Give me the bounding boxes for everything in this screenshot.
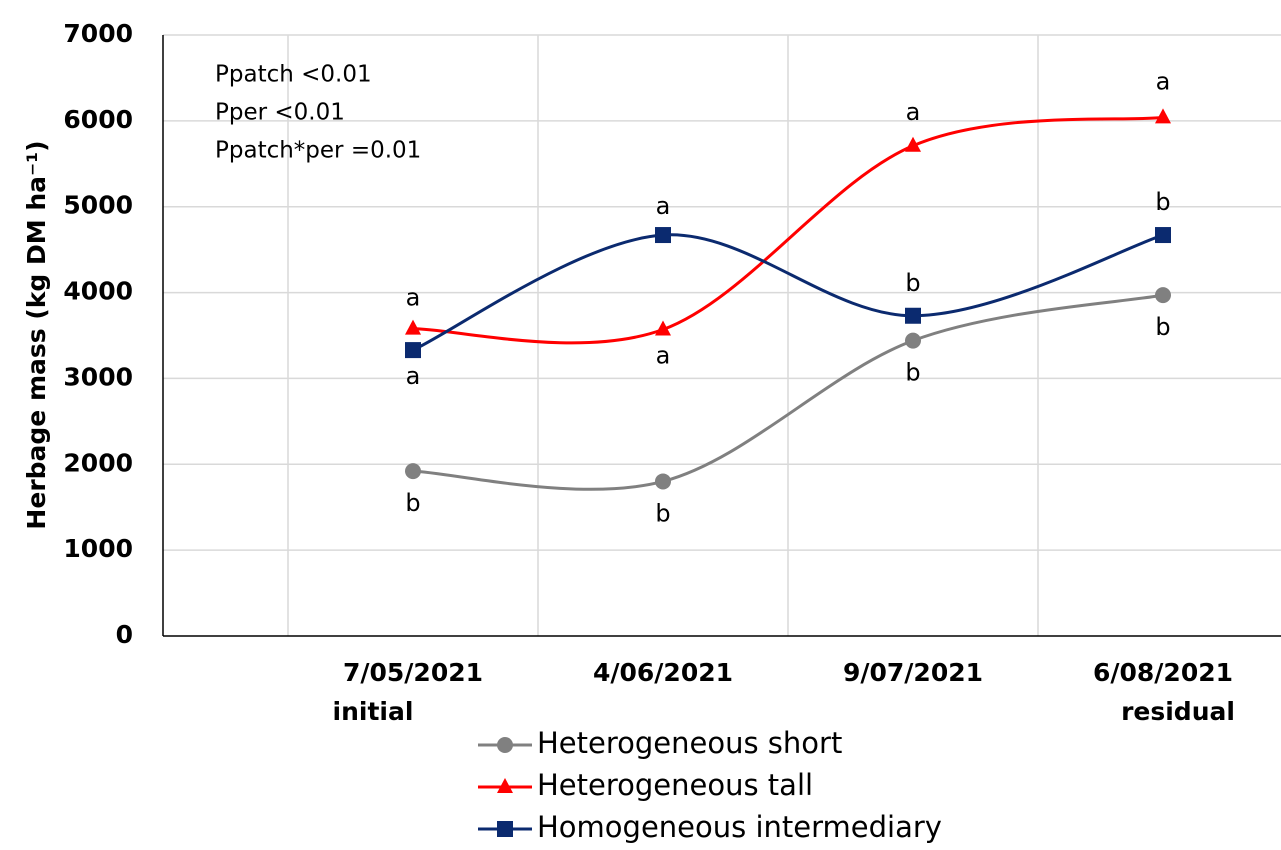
significance-letter: a (656, 341, 671, 369)
y-tick-label: 3000 (63, 362, 133, 391)
marker (405, 463, 421, 480)
significance-letter: b (405, 489, 420, 517)
series-line (412, 115, 1164, 345)
marker (497, 821, 513, 837)
marker (1155, 108, 1171, 124)
significance-letter: a (656, 192, 671, 220)
legend-label: Homogeneous intermediary (537, 810, 942, 844)
y-axis-label: Herbage mass (kg DM ha⁻¹) (22, 140, 51, 529)
marker (905, 332, 921, 349)
series-line (412, 233, 1164, 352)
significance-letter: b (905, 359, 920, 387)
y-tick-label: 2000 (63, 448, 133, 477)
significance-letter: a (1156, 67, 1171, 95)
x-tick-label: 7/05/2021 (343, 658, 483, 687)
marker (655, 320, 671, 336)
marker (1155, 227, 1171, 244)
x-tick-label: 6/08/2021 (1093, 658, 1233, 687)
marker (497, 778, 513, 793)
y-tick-label: 1000 (63, 534, 133, 563)
x-tick-label: 9/07/2021 (843, 658, 983, 687)
annotation: Ppatch <0.01 (215, 62, 372, 88)
annotation: Ppatch*per =0.01 (215, 138, 421, 164)
marker (405, 342, 421, 359)
significance-letter: a (906, 98, 921, 126)
significance-letter: b (1155, 313, 1170, 341)
y-tick-label: 0 (116, 620, 133, 649)
series-line (412, 293, 1164, 491)
y-tick-label: 5000 (63, 191, 133, 220)
significance-letter: a (406, 362, 421, 390)
marker (655, 227, 671, 244)
y-tick-label: 4000 (63, 277, 133, 306)
marker (1155, 287, 1171, 304)
annotation: Pper <0.01 (215, 100, 345, 126)
marker (405, 319, 421, 335)
legend-label: Heterogeneous tall (537, 768, 813, 802)
significance-letter: a (406, 284, 421, 312)
x-tick-note: initial (333, 697, 414, 726)
marker (497, 737, 513, 753)
significance-letter: b (905, 269, 920, 297)
marker (655, 473, 671, 490)
y-tick-label: 7000 (63, 19, 133, 48)
significance-letter: b (1155, 188, 1170, 216)
marker (905, 307, 921, 324)
significance-letter: b (655, 499, 670, 527)
y-tick-label: 6000 (63, 105, 133, 134)
marker (905, 136, 921, 152)
legend-label: Heterogeneous short (537, 726, 842, 760)
x-tick-note: residual (1121, 697, 1235, 726)
x-tick-label: 4/06/2021 (593, 658, 733, 687)
